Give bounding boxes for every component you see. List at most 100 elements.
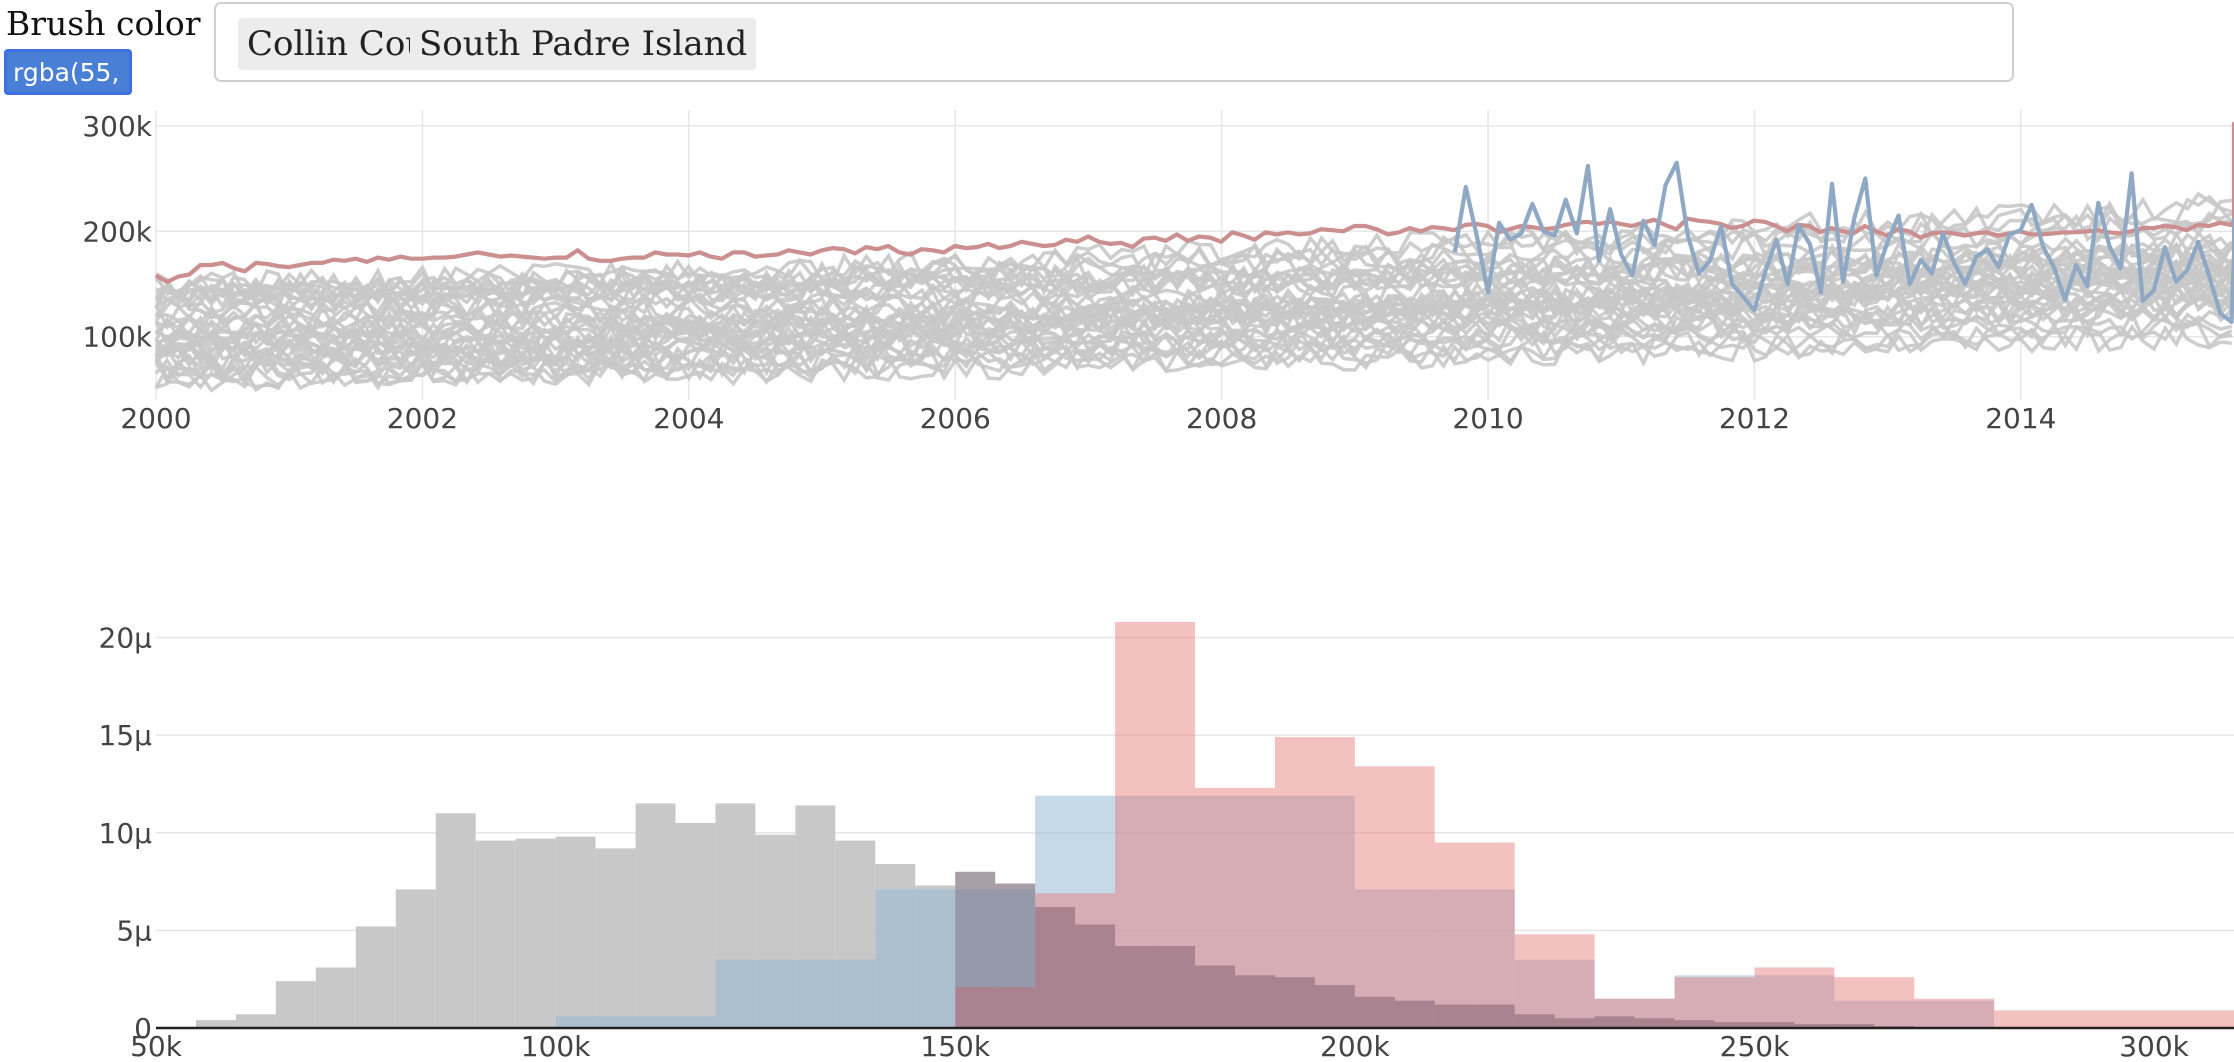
hist-y-tick-label: 20μ	[99, 622, 153, 655]
hist-bar-collin-county[interactable]	[1195, 787, 1275, 1028]
brush-color-input[interactable]	[4, 49, 132, 95]
hist-bar-overlap	[1035, 906, 1076, 1028]
hist-bar-south-padre-island[interactable]	[1674, 975, 1755, 1028]
city-selector[interactable]: Collin County South Padre Island	[214, 2, 2014, 82]
line-x-tick-label: 2008	[1186, 402, 1257, 435]
hist-bar-collin-county[interactable]	[955, 987, 1036, 1028]
hist-bar-overlap	[1714, 1022, 1755, 1028]
hist-bar-all[interactable]	[315, 967, 356, 1028]
hist-bar-all[interactable]	[355, 926, 396, 1028]
line-x-tick-label: 2014	[1985, 402, 2056, 435]
hist-y-tick-label: 0	[134, 1012, 152, 1045]
hist-bar-overlap	[1354, 996, 1395, 1028]
hist-bar-south-padre-island[interactable]	[1354, 889, 1515, 1028]
hist-x-tick-label: 250k	[1720, 1030, 1790, 1062]
line-y-tick-label: 100k	[82, 321, 152, 354]
hist-bar-south-padre-island[interactable]	[1834, 1000, 1915, 1028]
hist-bar-overlap	[1514, 1014, 1555, 1028]
hist-bar-south-padre-island[interactable]	[715, 959, 876, 1028]
hist-bar-south-padre-island[interactable]	[875, 889, 1036, 1028]
hist-bar-collin-county[interactable]	[1594, 998, 1675, 1028]
hist-bar-overlap	[1554, 1018, 1595, 1028]
hist-bar-overlap	[1195, 965, 1235, 1028]
line-x-tick-label: 2012	[1719, 402, 1790, 435]
hist-bar-south-padre-island[interactable]	[1754, 975, 1835, 1028]
chart-area: 2000 2002 2004 2006 2008 2010 2012 2014 100k 200k…	[82, 110, 2234, 1062]
hist-bar-overlap	[1754, 1022, 1795, 1028]
hist-x-tick-label: 150k	[920, 1030, 990, 1062]
background-city-line	[154, 287, 2234, 387]
hist-bar-all[interactable]	[515, 838, 556, 1028]
line-x-tick-label: 2004	[653, 402, 724, 435]
hist-bar-overlap	[1634, 1018, 1675, 1028]
hist-bar-overlap	[1834, 1024, 1875, 1028]
hist-bar-overlap	[1115, 946, 1156, 1028]
hist-bar-overlap	[1474, 1004, 1515, 1028]
hist-bar-all[interactable]	[595, 848, 636, 1028]
line-x-tick-label: 2010	[1452, 402, 1523, 435]
background-city-line	[155, 254, 2234, 358]
hist-bar-south-padre-island[interactable]	[1035, 795, 1116, 1028]
hist-x-tick-label: 50k	[130, 1030, 183, 1062]
south-padre-island-line[interactable]	[1452, 160, 2234, 325]
hist-y-tick-label: 5μ	[116, 914, 152, 947]
hist-bar-overlap	[1674, 1020, 1715, 1028]
hist-bar-all[interactable]	[275, 981, 316, 1028]
controls-panel: Brush color Collin County South Padre Is…	[0, 0, 2234, 110]
hist-bar-overlap	[1274, 977, 1315, 1028]
histogram-chart[interactable]: 0 5μ 10μ 15μ 20μ 50k 100k 150k 200k 250k 300k	[99, 622, 2234, 1062]
hist-bar-collin-county[interactable]	[1514, 934, 1595, 1028]
hist-bar-south-padre-island[interactable]	[1514, 959, 1595, 1028]
hist-bar-all[interactable]	[235, 1014, 276, 1028]
hist-bar-all[interactable]	[395, 889, 436, 1028]
hist-bar-south-padre-island[interactable]	[1195, 795, 1275, 1028]
hist-bar-collin-county[interactable]	[1834, 977, 1915, 1028]
background-city-line	[154, 269, 2234, 371]
background-city-line	[155, 309, 2233, 368]
hist-bar-overlap	[955, 871, 996, 1028]
hist-bar-south-padre-island[interactable]	[1115, 795, 1195, 1028]
background-city-line	[154, 256, 2234, 337]
hist-bar-collin-county[interactable]	[1035, 893, 1116, 1028]
hist-y-tick-label: 10μ	[99, 817, 153, 850]
hist-x-tick-label: 200k	[1320, 1030, 1390, 1062]
hist-bar-south-padre-island[interactable]	[1274, 795, 1355, 1028]
hist-bar-overlap	[1394, 1000, 1435, 1028]
hist-x-tick-label: 100k	[521, 1030, 591, 1062]
hist-bar-overlap	[1234, 975, 1275, 1028]
line-chart[interactable]: 2000 2002 2004 2006 2008 2010 2012 2014 100k 200k…	[82, 110, 2234, 435]
hist-bar-collin-county[interactable]	[1434, 842, 1515, 1028]
background-city-line	[155, 317, 2233, 390]
hist-bar-all[interactable]	[475, 840, 516, 1028]
brush-color-label: Brush color	[6, 4, 201, 43]
hist-bar-overlap	[1155, 946, 1195, 1028]
hist-bar-collin-county[interactable]	[1914, 998, 1995, 1028]
hist-bar-overlap	[1314, 985, 1355, 1028]
hist-bar-collin-county[interactable]	[1354, 766, 1435, 1028]
collin-county-line[interactable]	[154, 121, 2234, 284]
background-city-line	[154, 230, 2234, 323]
line-x-tick-label: 2002	[387, 402, 458, 435]
hist-bar-all[interactable]	[555, 836, 596, 1028]
hist-bar-all[interactable]	[195, 1020, 236, 1028]
hist-bar-overlap	[1794, 1024, 1835, 1028]
line-x-tick-label: 2000	[120, 402, 191, 435]
hist-x-tick-label: 300k	[2119, 1030, 2189, 1062]
hist-bar-collin-county[interactable]	[1115, 621, 1195, 1028]
hist-bar-collin-county[interactable]	[1674, 977, 1755, 1028]
selected-item-south-padre-island[interactable]: South Padre Island	[410, 18, 757, 70]
hist-bar-south-padre-island[interactable]	[1594, 998, 1675, 1028]
background-city-lines	[154, 191, 2234, 393]
hist-bar-overlap	[1434, 1004, 1475, 1028]
hist-bar-collin-county[interactable]	[1274, 737, 1355, 1028]
line-x-tick-label: 2006	[920, 402, 991, 435]
background-city-line	[154, 191, 2233, 299]
hist-bar-south-padre-island[interactable]	[555, 1016, 716, 1028]
hist-bar-all[interactable]	[635, 803, 676, 1028]
hist-bar-south-padre-island[interactable]	[1914, 1000, 1995, 1028]
hist-y-tick-label: 15μ	[99, 719, 153, 752]
hist-bar-all[interactable]	[675, 823, 716, 1028]
hist-bar-collin-county[interactable]	[1754, 967, 1835, 1028]
hist-bar-all[interactable]	[435, 813, 476, 1028]
hist-bar-collin-county[interactable]	[1994, 1010, 2234, 1028]
